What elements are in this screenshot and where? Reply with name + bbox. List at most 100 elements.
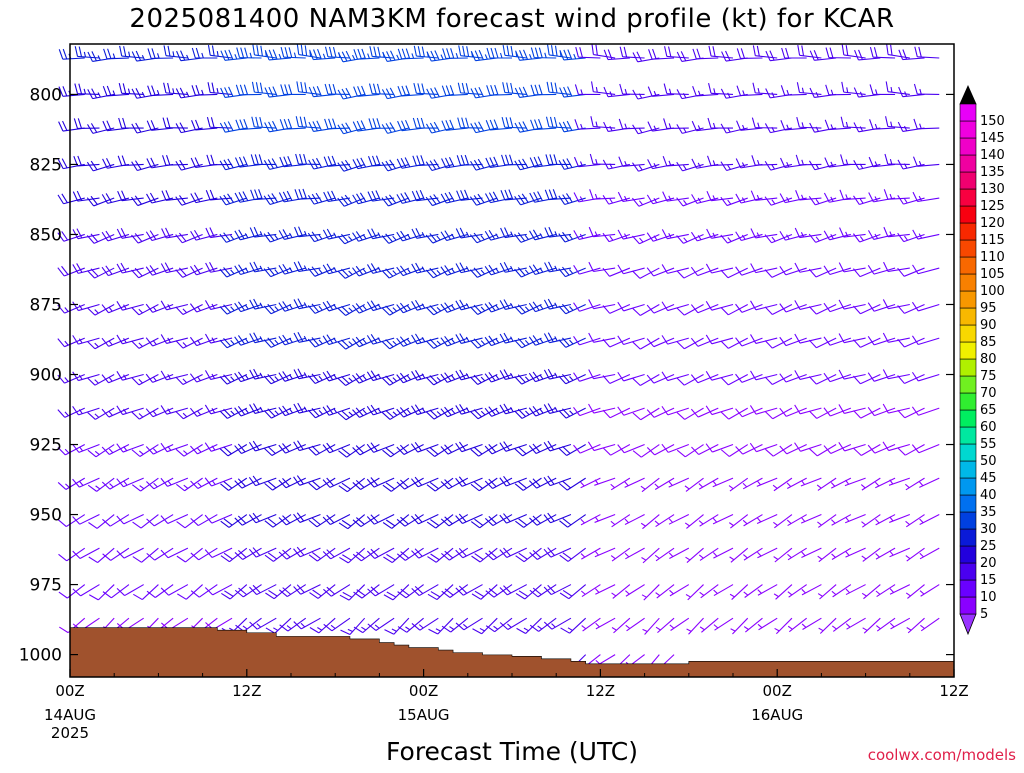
wind-barb (163, 155, 188, 165)
wind-barb-feather (608, 49, 612, 59)
wind-barb-feather (435, 88, 440, 97)
colorbar-swatch (960, 444, 976, 461)
wind-barb-feather (681, 51, 686, 60)
wind-barb-feather (431, 51, 435, 60)
wind-barb-feather (250, 622, 258, 629)
wind-barb-feather (786, 48, 789, 58)
wind-barb (687, 618, 704, 634)
wind-barb-feather (177, 594, 186, 599)
wind-barb-half-feather (275, 235, 278, 239)
wind-barb (352, 374, 379, 384)
wind-barb (824, 373, 851, 381)
wind-barb-feather (467, 46, 469, 56)
wind-barb-half-feather (729, 523, 733, 526)
wind-barb (294, 403, 321, 413)
wind-barb-feather (590, 154, 593, 164)
wind-barb-feather (915, 47, 917, 57)
wind-barb-feather (317, 121, 322, 130)
wind-barb-feather (119, 118, 122, 128)
wind-barb-feather (809, 306, 816, 314)
wind-barb-feather (854, 411, 861, 419)
colorbar-label: 130 (980, 182, 1005, 197)
wind-barb (338, 304, 365, 315)
wind-barb-feather (207, 117, 210, 127)
wind-barb-shaft (142, 548, 159, 562)
wind-barb-feather (368, 192, 372, 201)
wind-barb-feather (210, 190, 214, 200)
colorbar-swatch (960, 478, 976, 495)
wind-barb-feather (117, 588, 125, 595)
wind-barb-feather (722, 52, 726, 61)
wind-barb-shaft (684, 304, 703, 315)
wind-barb-half-feather (582, 626, 586, 629)
wind-barb-half-feather (846, 517, 849, 521)
wind-barb-feather (697, 49, 700, 59)
wind-barb (500, 442, 527, 452)
wind-barb-feather (691, 409, 698, 417)
wind-barb-half-feather (452, 339, 455, 343)
wind-barb-half-feather (407, 339, 410, 343)
wind-barb-shaft (921, 585, 940, 597)
wind-barb-feather (505, 190, 509, 200)
wind-barb (559, 267, 586, 277)
wind-barb-feather (770, 51, 774, 61)
wind-barb-half-feather (772, 93, 774, 98)
wind-barb-half-feather (287, 626, 291, 629)
wind-barb-half-feather (611, 521, 615, 524)
wind-barb-feather (414, 83, 416, 93)
wind-barb (456, 228, 482, 238)
wind-barb-half-feather (363, 234, 366, 238)
wind-barb (294, 476, 321, 486)
wind-barb-feather (269, 87, 273, 97)
wind-barb-half-feather (595, 517, 598, 521)
wind-barb (220, 267, 247, 277)
wind-barb (205, 300, 232, 309)
wind-barb-half-feather (788, 592, 792, 595)
wind-barb (677, 338, 704, 349)
wind-barb-shaft (609, 268, 629, 276)
wind-barb (73, 191, 99, 201)
wind-barb-half-feather (348, 629, 353, 631)
wind-barb-half-feather (154, 483, 158, 487)
wind-barb (736, 267, 763, 275)
wind-barb-half-feather (273, 628, 278, 631)
wind-barb-half-feather (452, 410, 455, 414)
wind-barb-half-feather (378, 408, 381, 412)
wind-barb (250, 403, 277, 413)
wind-barb-feather (554, 117, 556, 127)
wind-barb-feather (555, 46, 557, 56)
wind-barb-feather (346, 51, 351, 60)
wind-barb-feather (285, 47, 288, 57)
wind-barb (529, 444, 556, 454)
wind-barb-feather (573, 445, 580, 453)
wind-barb-feather (546, 154, 549, 164)
wind-barb-shaft (199, 548, 218, 560)
wind-barb-feather (665, 46, 667, 56)
colorbar-label: 115 (980, 233, 1005, 248)
wind-barb-shaft (873, 57, 895, 58)
wind-barb-half-feather (65, 484, 69, 488)
wind-barb-half-feather (699, 555, 703, 558)
wind-barb (279, 444, 306, 454)
wind-barb-shaft (715, 618, 733, 630)
wind-barb (664, 84, 689, 95)
wind-barb-feather (208, 45, 210, 55)
wind-barb (765, 197, 792, 205)
wind-barb-feather (580, 47, 583, 57)
wind-barb (382, 408, 409, 419)
wind-barb-shaft (569, 585, 586, 599)
wind-barb (206, 262, 232, 272)
wind-barb (456, 370, 483, 380)
wind-barb-half-feather (525, 377, 529, 381)
wind-barb (367, 405, 394, 415)
y-tick-label: 950 (30, 506, 62, 526)
wind-barb (367, 263, 394, 273)
wind-barb (470, 375, 497, 385)
wind-barb-shaft (505, 127, 527, 128)
wind-barb (190, 304, 217, 312)
wind-barb-feather (303, 189, 307, 199)
wind-barb-feather (176, 161, 181, 170)
wind-barb-feather (914, 84, 917, 94)
wind-barb-feather (133, 557, 142, 563)
wind-barb-feather (176, 411, 183, 418)
